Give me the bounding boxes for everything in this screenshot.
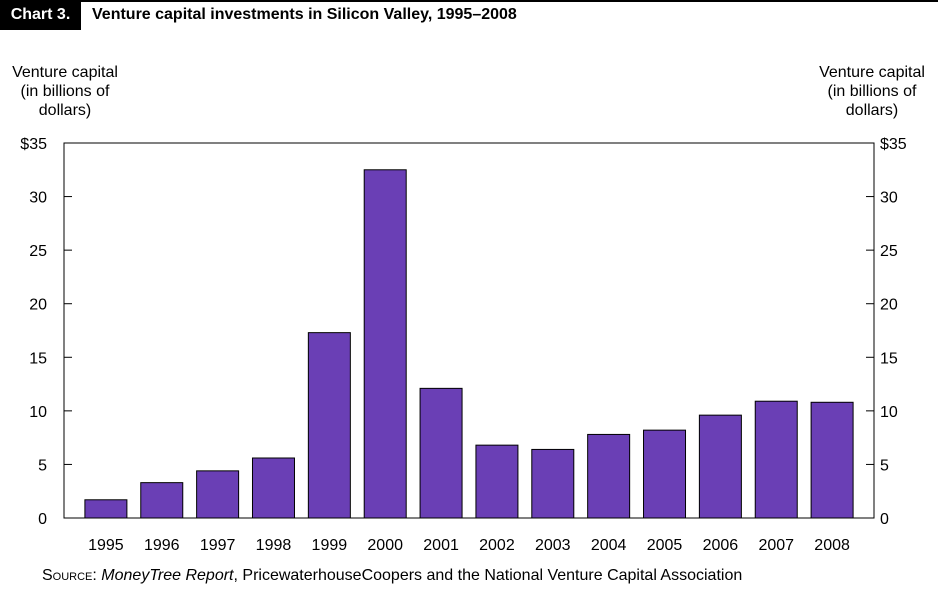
y-axis-label-left: Venture capital (in billions of dollars): [12, 64, 118, 119]
bar-2005: [643, 429, 687, 519]
x-tick-label: 2004: [591, 537, 627, 554]
chart-number: Chart 3.: [0, 0, 81, 30]
plot-frame: [63, 142, 875, 519]
bar-1998: [251, 457, 295, 519]
x-tick-label: 2008: [814, 537, 850, 554]
ticks-group: 0 0 5 5 10 10 15 15 20 20 25 25 30 30 $35 $35: [20, 136, 907, 528]
header-rule: [0, 0, 938, 2]
x-tick-label: 2001: [423, 537, 459, 554]
bar-1997: [196, 470, 240, 519]
source-note: Source: MoneyTree Report, Pricewaterhous…: [42, 567, 742, 585]
x-tick-label: 1997: [200, 537, 236, 554]
bar-2000: [363, 169, 407, 519]
x-tick-label: 2007: [758, 537, 794, 554]
x-tick-label: 2002: [479, 537, 515, 554]
y-tick-label-right: 30: [880, 190, 898, 207]
source-label: Source:: [42, 567, 97, 584]
y-axis-label-right: Venture capital (in billions of dollars): [819, 64, 925, 119]
bar-2001: [419, 387, 463, 519]
bar-1999: [307, 332, 351, 519]
bars-group: 1995 1996 1997 1998 1999 2000 2001 2002 2003 2004…: [84, 169, 854, 554]
source-text: , PricewaterhouseCoopers and the Nationa…: [233, 567, 743, 584]
bar-2006: [698, 414, 742, 519]
source-publication: MoneyTree Report: [101, 567, 234, 584]
x-tick-label: 2006: [703, 537, 739, 554]
y-tick-label-left: 5: [38, 457, 47, 474]
y-tick-label-right: 25: [880, 243, 898, 260]
x-tick-label: 2003: [535, 537, 571, 554]
x-tick-label: 1995: [88, 537, 124, 554]
x-tick-label: 1998: [256, 537, 292, 554]
bar-2007: [754, 400, 798, 519]
y-tick-label-left: 30: [29, 190, 47, 207]
y-tick-label-left: 10: [29, 404, 47, 421]
bar-1996: [140, 482, 184, 519]
y-tick-label-right: 10: [880, 404, 898, 421]
x-tick-label: 2005: [647, 537, 683, 554]
chart-header: Chart 3. Venture capital investments in …: [0, 0, 938, 30]
bar-2003: [531, 448, 575, 519]
y-tick-label-left: 20: [29, 297, 47, 314]
y-tick-label-left: $35: [20, 136, 47, 153]
bar-2002: [475, 444, 519, 519]
bar-2008: [810, 401, 854, 519]
y-tick-label-right: 15: [880, 350, 898, 367]
y-tick-label-left: 0: [38, 511, 47, 528]
x-tick-label: 1996: [144, 537, 180, 554]
y-tick-label-right: 0: [880, 511, 889, 528]
y-tick-label-right: 5: [880, 457, 889, 474]
bar-1995: [84, 499, 128, 519]
y-tick-label-left: 15: [29, 350, 47, 367]
x-tick-label: 2000: [367, 537, 403, 554]
y-tick-label-right: $35: [880, 136, 907, 153]
chart-title: Venture capital investments in Silicon V…: [92, 6, 517, 23]
x-tick-label: 1999: [312, 537, 348, 554]
y-tick-label-right: 20: [880, 297, 898, 314]
y-tick-label-left: 25: [29, 243, 47, 260]
bar-2004: [587, 433, 631, 519]
